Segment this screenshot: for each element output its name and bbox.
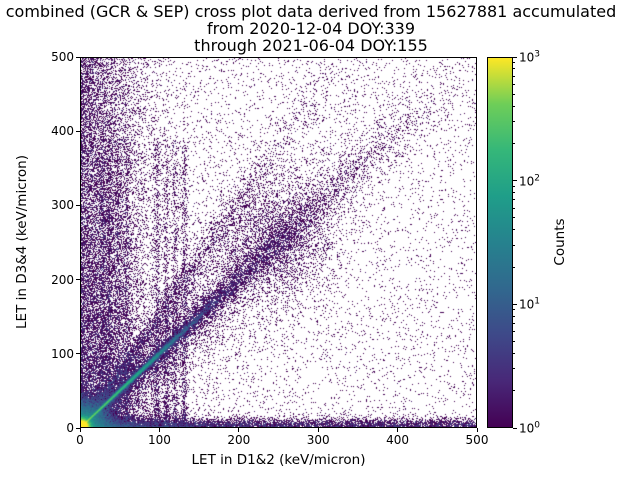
- title-line-3: through 2021-06-04 DOY:155: [194, 36, 428, 55]
- x-axis-tick-label: 500: [465, 433, 489, 447]
- x-tick-mark: [317, 428, 319, 432]
- colorbar-tick-mark: [513, 56, 517, 58]
- colorbar-tick-label: 103: [519, 49, 541, 65]
- x-tick-mark: [397, 428, 399, 432]
- colorbar-tick-mark: [513, 303, 517, 305]
- x-tick-mark: [79, 428, 81, 432]
- colorbar-minor-tick-mark: [513, 390, 515, 392]
- y-tick-mark: [76, 353, 80, 355]
- colorbar-minor-tick-mark: [513, 192, 515, 194]
- colorbar-minor-tick-mark: [513, 207, 515, 209]
- chart-title: combined (GCR & SEP) cross plot data der…: [0, 3, 622, 54]
- colorbar-minor-tick-mark: [513, 341, 515, 343]
- y-axis-tick-label: 200: [51, 272, 74, 287]
- colorbar-minor-tick-mark: [513, 199, 515, 201]
- colorbar: [487, 57, 513, 428]
- colorbar-minor-tick-mark: [513, 121, 515, 123]
- scatter-canvas: [81, 58, 476, 427]
- y-tick-mark: [76, 130, 80, 132]
- plot-area: [80, 57, 477, 428]
- colorbar-minor-tick-mark: [513, 331, 515, 333]
- colorbar-minor-tick-mark: [513, 185, 515, 187]
- colorbar-minor-tick-mark: [513, 105, 515, 107]
- colorbar-minor-tick-mark: [513, 62, 515, 64]
- y-tick-mark: [76, 56, 80, 58]
- colorbar-minor-tick-mark: [513, 266, 515, 268]
- colorbar-minor-tick-mark: [513, 244, 515, 246]
- x-axis-title: LET in D1&2 (keV/micron): [191, 452, 366, 468]
- colorbar-minor-tick-mark: [513, 68, 515, 70]
- colorbar-tick-label: 102: [519, 173, 541, 189]
- colorbar-minor-tick-mark: [513, 229, 515, 231]
- colorbar-minor-tick-mark: [513, 315, 515, 317]
- colorbar-minor-tick-mark: [513, 309, 515, 311]
- colorbar-minor-tick-mark: [513, 75, 515, 77]
- y-tick-mark: [76, 279, 80, 281]
- colorbar-minor-tick-mark: [513, 83, 515, 85]
- colorbar-tick-mark: [513, 427, 517, 429]
- x-axis-tick-label: 400: [386, 433, 410, 447]
- y-axis-title: LET in D3&4 (keV/micron): [14, 155, 30, 329]
- colorbar-minor-tick-mark: [513, 93, 515, 95]
- y-tick-mark: [76, 204, 80, 206]
- colorbar-title: Counts: [552, 218, 568, 266]
- x-axis-tick-label: 100: [147, 433, 171, 447]
- x-axis-tick-label: 300: [306, 433, 330, 447]
- y-axis-tick-label: 0: [66, 421, 74, 435]
- colorbar-tick-label: 101: [519, 296, 541, 312]
- title-line-1: combined (GCR & SEP) cross plot data der…: [5, 2, 617, 21]
- x-axis-tick-label: 200: [227, 433, 251, 447]
- colorbar-gradient: [488, 58, 512, 427]
- colorbar-tick-mark: [513, 180, 517, 182]
- colorbar-minor-tick-mark: [513, 142, 515, 144]
- colorbar-minor-tick-mark: [513, 322, 515, 324]
- x-tick-mark: [238, 428, 240, 432]
- y-axis-tick-label: 500: [51, 50, 74, 64]
- x-tick-mark: [476, 428, 478, 432]
- colorbar-minor-tick-mark: [513, 217, 515, 219]
- y-tick-mark: [76, 427, 80, 429]
- x-axis-tick-label: 0: [76, 433, 84, 447]
- y-axis-tick-label: 300: [51, 198, 74, 213]
- colorbar-minor-tick-mark: [513, 353, 515, 355]
- colorbar-tick-label: 100: [519, 420, 541, 436]
- colorbar-minor-tick-mark: [513, 368, 515, 370]
- y-axis-tick-label: 100: [51, 346, 74, 361]
- x-tick-mark: [158, 428, 160, 432]
- y-axis-tick-label: 400: [51, 124, 74, 139]
- title-line-2: from 2020-12-04 DOY:339: [206, 19, 415, 38]
